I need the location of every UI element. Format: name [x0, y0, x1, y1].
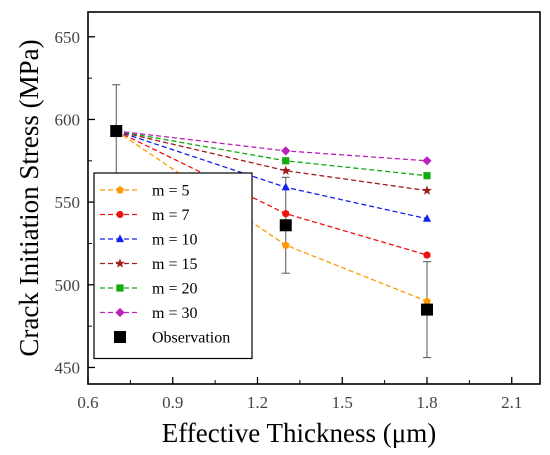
legend-item: m = 30	[100, 305, 197, 322]
legend-marker	[116, 284, 124, 292]
data-point	[282, 210, 290, 218]
x-tick-label: 0.9	[162, 393, 183, 412]
series-line	[116, 130, 428, 192]
series-markers-6	[110, 125, 433, 316]
series-markers-4	[112, 127, 431, 180]
y-axis-label: Crack Initiation Stress (MPa)	[14, 39, 44, 356]
axis-ticks: 0.6 0.9 1.2 1.5 1.8 2.1 450 500 550 600 650	[55, 28, 523, 412]
legend-label: m = 30	[152, 305, 197, 322]
plot-border	[87, 11, 541, 385]
legend-item: m = 5	[100, 183, 189, 200]
data-point	[110, 125, 123, 138]
y-tick-label: 450	[55, 358, 81, 377]
data-point	[423, 251, 431, 259]
legend-marker	[115, 234, 125, 243]
data-point	[281, 146, 291, 156]
legend-item: m = 7	[100, 207, 189, 224]
legend-item: m = 15	[100, 256, 197, 273]
data-point	[282, 157, 290, 165]
legend-item: Observation	[114, 330, 230, 347]
legend-marker	[114, 331, 126, 343]
data-point	[281, 241, 290, 249]
x-tick-label: 1.2	[247, 393, 268, 412]
plot-frame	[87, 11, 541, 385]
legend-marker	[115, 307, 125, 318]
series-layer	[110, 84, 433, 359]
data-point	[423, 297, 431, 305]
legend: m = 5 m = 7 m = 10 m = 15 m = 20 m = 30 Observ…	[93, 172, 253, 360]
legend-label: m = 5	[152, 183, 189, 200]
data-point	[280, 165, 291, 175]
legend-marker	[116, 185, 124, 194]
legend-label: Observation	[152, 330, 230, 347]
y-tick-label: 500	[55, 276, 81, 295]
y-tick-label: 550	[55, 193, 81, 212]
x-tick-label: 2.1	[501, 393, 522, 412]
data-point	[422, 185, 432, 195]
data-point	[281, 182, 290, 191]
x-tick-label: 1.5	[332, 393, 353, 412]
legend-label: m = 20	[152, 281, 197, 298]
legend-label: m = 10	[152, 232, 197, 249]
legend-label: m = 15	[152, 256, 197, 273]
data-point	[422, 156, 432, 166]
legend-item: m = 10	[100, 232, 197, 249]
legend-label: m = 7	[152, 207, 189, 224]
y-tick-label: 650	[55, 28, 81, 47]
data-point	[422, 214, 432, 222]
data-point	[421, 303, 433, 316]
y-tick-label: 600	[55, 110, 81, 129]
x-axis-label: Effective Thickness (μm)	[162, 418, 436, 448]
data-point	[423, 172, 431, 180]
legend-item: m = 20	[100, 281, 197, 298]
x-tick-label: 1.8	[416, 393, 437, 412]
x-tick-label: 0.6	[77, 393, 98, 412]
data-point	[279, 219, 292, 232]
legend-marker	[115, 258, 125, 268]
legend-marker	[116, 210, 124, 219]
series-3	[116, 130, 428, 192]
